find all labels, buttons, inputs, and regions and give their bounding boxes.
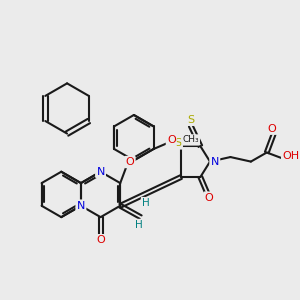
Text: N: N bbox=[96, 167, 105, 177]
Text: N: N bbox=[96, 167, 105, 177]
Text: S: S bbox=[175, 138, 182, 148]
Text: N: N bbox=[211, 157, 219, 166]
Text: S: S bbox=[187, 115, 194, 125]
Text: H: H bbox=[142, 198, 150, 208]
Text: OH: OH bbox=[282, 152, 299, 161]
Text: O: O bbox=[96, 235, 105, 245]
Text: O: O bbox=[205, 193, 214, 203]
Text: O: O bbox=[267, 124, 276, 134]
Text: O: O bbox=[167, 135, 176, 145]
Text: O: O bbox=[126, 157, 134, 167]
Text: O: O bbox=[167, 135, 176, 145]
Text: S: S bbox=[175, 138, 182, 148]
Text: H: H bbox=[135, 220, 142, 230]
Text: O: O bbox=[126, 157, 134, 167]
Text: S: S bbox=[187, 115, 194, 125]
Text: N: N bbox=[211, 157, 219, 166]
Text: O: O bbox=[205, 193, 214, 203]
Text: N: N bbox=[77, 201, 85, 211]
Text: CH₃: CH₃ bbox=[182, 136, 199, 145]
Text: O: O bbox=[267, 124, 276, 134]
Text: OH: OH bbox=[282, 152, 299, 161]
Text: CH₃: CH₃ bbox=[182, 136, 199, 145]
Text: H: H bbox=[142, 198, 150, 208]
Text: O: O bbox=[96, 235, 105, 245]
Text: N: N bbox=[77, 201, 85, 211]
